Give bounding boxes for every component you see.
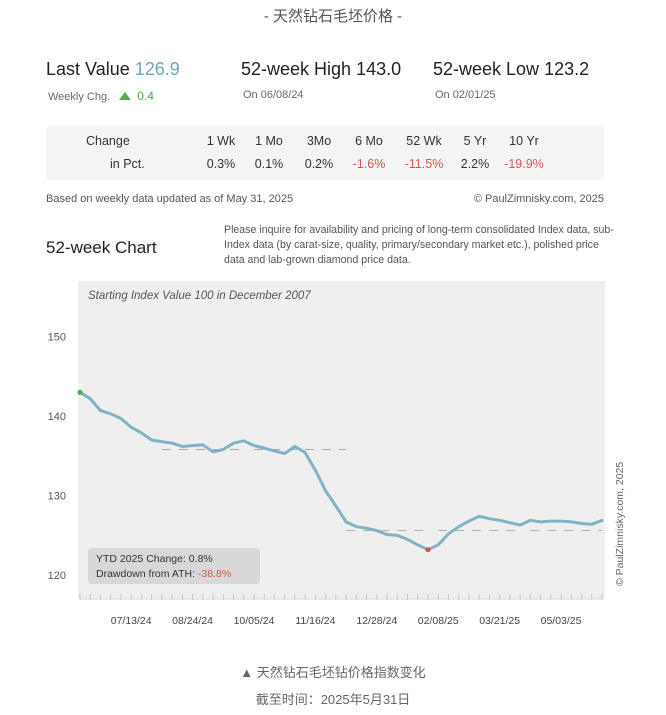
- page-title: - 天然钻石毛坯价格 -: [263, 8, 403, 25]
- low-date: On 02/01/25: [435, 89, 496, 101]
- high-date: On 06/08/24: [243, 89, 304, 101]
- x-tick-label: 07/13/24: [111, 615, 152, 627]
- period-header: 5 Yr: [463, 134, 487, 148]
- y-tick-label: 150: [48, 332, 66, 344]
- low-label: 52-week Low: [433, 59, 540, 79]
- low-point: [425, 547, 431, 553]
- period-header: 10 Yr: [509, 134, 539, 148]
- last-value: Last Value 126.9: [46, 59, 180, 80]
- weekly-change: Weekly Chg. 0.4: [48, 89, 154, 103]
- table-row-label-1: Change: [86, 134, 130, 148]
- period-value: 0.1%: [254, 157, 284, 171]
- change-table: Change in Pct. 1 Wk 1 Mo 3Mo 6 Mo 52 Wk …: [46, 126, 604, 180]
- x-tick-label: 08/24/24: [172, 615, 213, 627]
- x-tick-label: 02/08/25: [418, 615, 459, 627]
- 52-week-low: 52-week Low 123.2: [433, 59, 589, 80]
- weekly-change-value: 0.4: [137, 89, 154, 103]
- period-value: -1.6%: [352, 157, 386, 171]
- period-header: 52 Wk: [406, 134, 442, 148]
- x-tick-label: 12/28/24: [356, 615, 397, 627]
- x-tick-label: 10/05/24: [234, 615, 275, 627]
- period-value: 0.2%: [304, 157, 334, 171]
- last-value-number: 126.9: [134, 59, 180, 79]
- low-value: 123.2: [544, 59, 590, 79]
- chart-subtitle: Starting Index Value 100 in December 200…: [88, 290, 311, 302]
- period-header: 6 Mo: [355, 134, 383, 148]
- drawdown-label: Drawdown from ATH:: [96, 568, 195, 580]
- period-value: -11.5%: [404, 157, 444, 171]
- y-tick-label: 130: [48, 491, 66, 503]
- figure-caption: ▲ 天然钻石毛坯钻价格指数变化: [240, 665, 426, 680]
- chart-background: [78, 281, 605, 599]
- x-tick-label: 03/21/25: [479, 615, 520, 627]
- ytd-change: YTD 2025 Change: 0.8%: [96, 553, 213, 565]
- y-tick-label: 120: [48, 570, 66, 582]
- chart-title: 52-week Chart: [46, 238, 157, 257]
- x-tick-label: 11/16/24: [295, 615, 335, 627]
- weekly-change-label: Weekly Chg.: [48, 91, 111, 103]
- period-value: 0.3%: [206, 157, 236, 171]
- chart-copyright-vertical: © PaulZimnisky.com, 2025: [614, 461, 626, 586]
- up-arrow-icon: [119, 92, 132, 100]
- period-header: 3Mo: [306, 134, 332, 148]
- start-point: [77, 389, 83, 395]
- period-header: 1 Wk: [206, 134, 236, 148]
- 52-week-high: 52-week High 143.0: [241, 59, 401, 80]
- based-on-note: Based on weekly data updated as of May 3…: [46, 193, 294, 205]
- last-value-label: Last Value: [46, 59, 130, 79]
- copyright-note: © PaulZimnisky.com, 2025: [473, 193, 604, 205]
- period-value: -19.9%: [504, 157, 544, 171]
- x-tick-label: 05/03/25: [541, 615, 582, 627]
- drawdown-value: -38.8%: [197, 568, 232, 580]
- high-label: 52-week High: [241, 59, 352, 79]
- inquiry-text: Please inquire for availability and pric…: [224, 224, 614, 266]
- y-tick-label: 140: [48, 411, 66, 423]
- chart-info-box: YTD 2025 Change: 0.8% Drawdown from ATH:…: [88, 548, 260, 584]
- series-line: [78, 390, 604, 552]
- table-row-label-2: in Pct.: [110, 157, 145, 171]
- period-header: 1 Mo: [255, 134, 283, 148]
- cutoff-date: 截至时间：2025年5月31日: [255, 692, 411, 707]
- high-value: 143.0: [356, 59, 402, 79]
- period-value: 2.2%: [460, 157, 490, 171]
